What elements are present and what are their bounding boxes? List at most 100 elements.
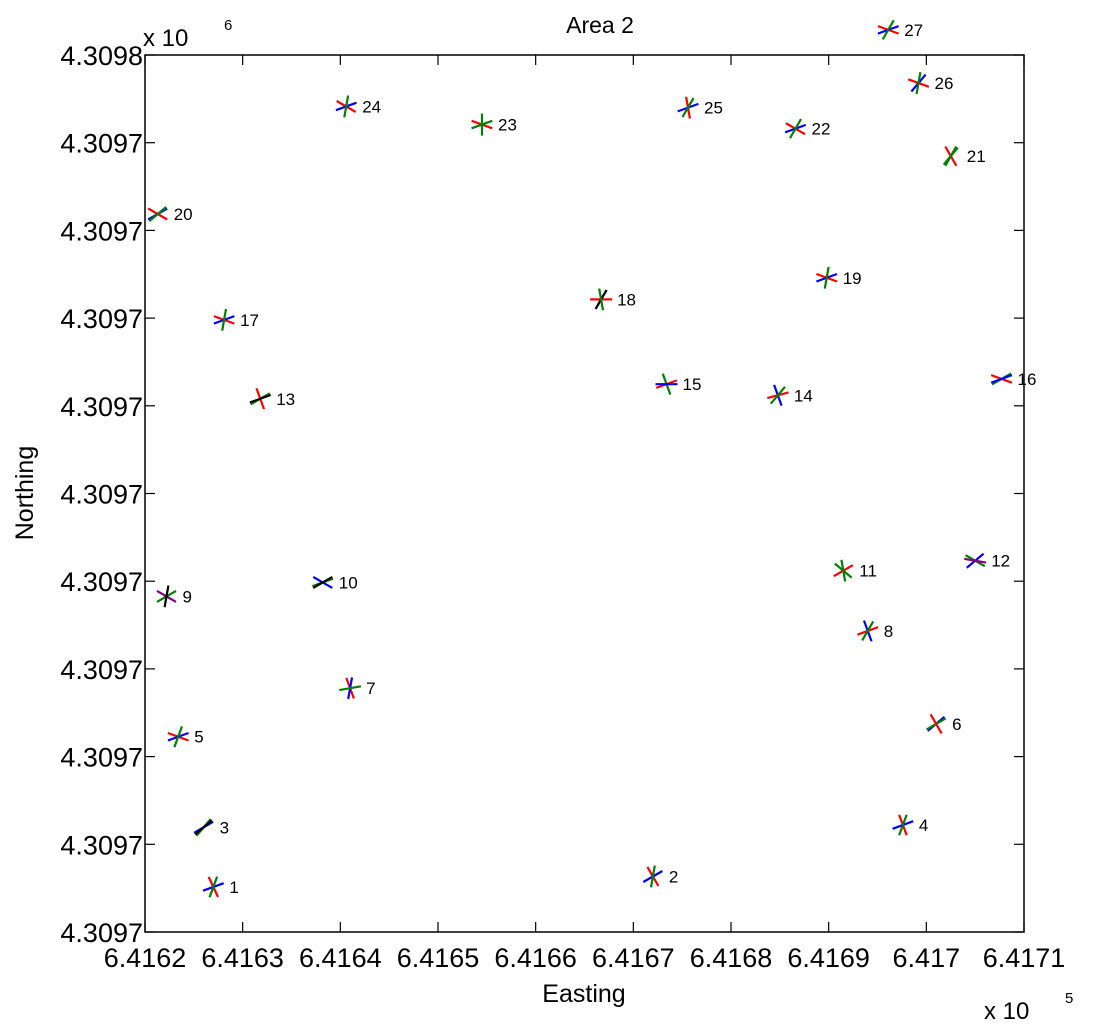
x-axis-ticks: 6.4162 6.4163 6.4164 6.4165 6.4166 6.4167 6.41… [104, 55, 1066, 973]
y-axis-label: Northing [11, 446, 39, 541]
data-point-label: 2 [669, 868, 678, 887]
data-point-stroke [249, 393, 271, 404]
data-point: 20 [147, 205, 193, 224]
x-multiplier: x 10 5 [984, 990, 1073, 1025]
data-point: 23 [471, 113, 517, 136]
data-point-label: 8 [884, 622, 893, 641]
y-tick-label: 4.3097 [60, 918, 143, 948]
x-tick-label: 6.4162 [104, 943, 187, 973]
x-multiplier-text: x 10 [984, 998, 1029, 1025]
data-point-label: 1 [229, 878, 238, 897]
data-point-label: 3 [220, 818, 229, 837]
data-point: 27 [877, 19, 923, 40]
data-point-stroke [944, 146, 958, 167]
x-tick-label: 6.4171 [983, 943, 1066, 973]
data-point: 12 [964, 552, 1010, 571]
data-point: 13 [249, 388, 295, 410]
data-point-label: 24 [362, 98, 381, 117]
x-tick-label: 6.4164 [299, 943, 382, 973]
data-point-label: 14 [794, 386, 813, 405]
data-point: 2 [642, 865, 678, 888]
data-point-stroke [823, 266, 830, 289]
data-point-label: 22 [812, 120, 831, 139]
y-tick-label: 4.3097 [60, 743, 143, 773]
data-point-label: 21 [967, 147, 986, 166]
data-point-stroke [929, 713, 943, 734]
x-tick-label: 6.417 [893, 943, 961, 973]
chart-title: Area 2 [566, 12, 634, 38]
data-point-label: 7 [366, 679, 375, 698]
data-point: 1 [202, 876, 239, 898]
data-point: 4 [892, 814, 928, 836]
y-axis-ticks: 4.3097 4.3097 4.3097 4.3097 4.3097 4.3097 4.30… [60, 41, 1024, 948]
data-point: 21 [942, 146, 986, 167]
y-tick-label: 4.3097 [60, 216, 143, 246]
data-point-stroke [339, 685, 362, 692]
x-multiplier-exponent: 5 [1065, 990, 1073, 1007]
data-point: 3 [193, 818, 229, 837]
data-point: 15 [655, 373, 702, 395]
data-point-label: 26 [935, 74, 954, 93]
data-point-label: 10 [339, 573, 358, 592]
data-point-stroke [163, 585, 170, 608]
data-point-label: 6 [952, 715, 961, 734]
data-point-label: 12 [991, 552, 1010, 571]
data-point-stroke [681, 97, 695, 118]
data-point: 22 [784, 118, 831, 139]
data-point-stroke [898, 814, 908, 836]
data-point-stroke [840, 559, 847, 582]
data-point-stroke [915, 72, 922, 95]
data-point-stroke [598, 288, 605, 311]
data-point-stroke [990, 374, 1013, 384]
data-point: 6 [926, 713, 962, 734]
data-point-stroke [208, 876, 219, 898]
data-point-label: 23 [498, 116, 517, 135]
data-point: 25 [677, 96, 723, 119]
x-axis-label: Easting [542, 980, 625, 1008]
data-point-label: 16 [1018, 370, 1037, 389]
data-point-stroke [769, 386, 786, 405]
data-point-label: 5 [194, 728, 203, 747]
data-point: 19 [816, 266, 862, 289]
data-point: 8 [857, 620, 893, 642]
y-tick-label: 4.3097 [60, 129, 143, 159]
plot-area [144, 54, 1025, 933]
y-multiplier-exponent: 6 [224, 17, 232, 34]
x-tick-label: 6.4169 [787, 943, 870, 973]
data-point-label: 13 [276, 390, 295, 409]
y-tick-label: 4.3097 [60, 830, 143, 860]
data-point-label: 20 [174, 205, 193, 224]
y-tick-label: 4.3097 [60, 480, 143, 510]
data-point-label: 25 [704, 99, 723, 118]
y-tick-label: 4.3098 [60, 41, 143, 71]
y-tick-label: 4.3097 [60, 392, 143, 422]
data-point: 9 [156, 585, 192, 608]
data-point: 10 [312, 573, 358, 592]
data-point: 5 [167, 726, 204, 748]
data-point: 14 [767, 384, 813, 406]
data-point-stroke [789, 118, 802, 139]
data-point-label: 4 [919, 816, 928, 835]
data-point: 11 [833, 559, 877, 582]
y-tick-label: 4.3097 [60, 567, 143, 597]
data-point-stroke [148, 206, 167, 222]
x-tick-label: 6.4163 [201, 943, 284, 973]
data-point-stroke [881, 19, 895, 40]
data-point: 17 [213, 308, 259, 331]
data-point-label: 11 [859, 562, 877, 581]
data-point-label: 15 [683, 375, 702, 394]
x-tick-label: 6.4168 [690, 943, 773, 973]
y-tick-label: 4.3097 [60, 304, 143, 334]
data-point-stroke [861, 620, 875, 641]
data-point-label: 27 [904, 21, 923, 40]
data-point-label: 9 [183, 587, 192, 606]
x-tick-label: 6.4165 [397, 943, 480, 973]
data-point: 18 [590, 288, 636, 311]
data-point: 26 [907, 72, 954, 95]
y-tick-label: 4.3097 [60, 655, 143, 685]
data-point-stroke [221, 308, 228, 331]
data-point-stroke [194, 819, 213, 836]
